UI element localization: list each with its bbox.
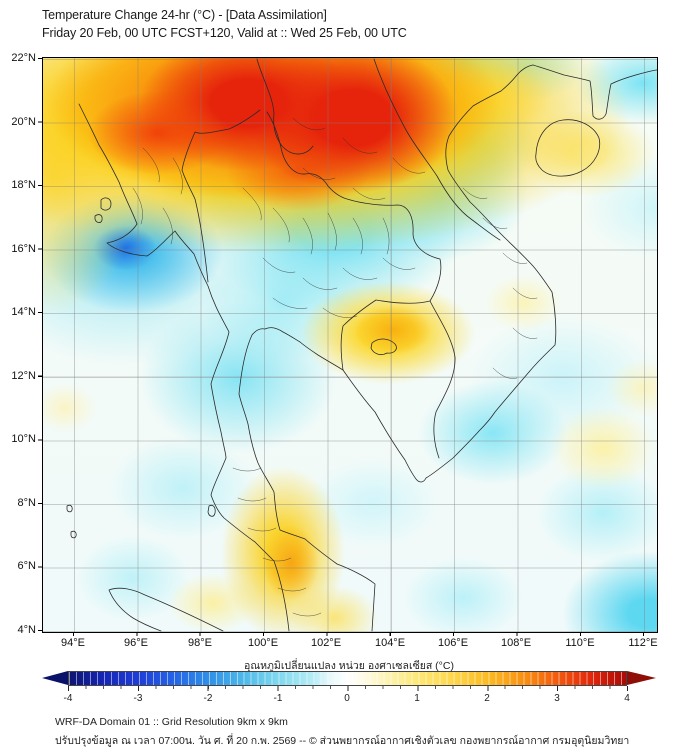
footer-update-info: ปรับปรุงข้อมูล ณ เวลา 07:00น. วัน ศ. ที่… xyxy=(55,735,630,747)
y-axis-label: 16°N xyxy=(11,243,36,255)
colorbar-tick-label: -3 xyxy=(133,693,143,704)
country-borders-layer xyxy=(66,58,657,632)
y-axis-label: 14°N xyxy=(11,306,36,318)
x-axis-label: 96°E xyxy=(124,637,148,649)
map-canvas xyxy=(42,57,658,633)
x-axis-label: 106°E xyxy=(437,637,469,649)
x-axis-label: 108°E xyxy=(500,637,532,649)
y-axis-label: 4°N xyxy=(17,624,36,636)
y-axis-label: 12°N xyxy=(11,370,36,382)
colorbar-tick-label: 0 xyxy=(344,693,350,704)
x-axis-label: 94°E xyxy=(61,637,85,649)
colorbar-gradient xyxy=(68,671,627,686)
colorbar-tick-label: -1 xyxy=(273,693,283,704)
x-axis-label: 104°E xyxy=(374,637,406,649)
x-axis-label: 112°E xyxy=(628,637,658,649)
page-title: Temperature Change 24-hr (°C) - [Data As… xyxy=(42,8,327,22)
colorbar-tick-label: 3 xyxy=(554,693,560,704)
colorbar-tick-label: 2 xyxy=(484,693,490,704)
colorbar: -4 -3 -2 -1 0 1 2 3 4 xyxy=(42,671,656,713)
footer-domain-info: WRF-DA Domain 01 :: Grid Resolution 9km … xyxy=(55,716,288,728)
y-axis-label: 22°N xyxy=(11,52,36,64)
y-axis-label: 10°N xyxy=(11,433,36,445)
y-axis-label: 18°N xyxy=(11,179,36,191)
colorbar-title: อุณหภูมิเปลี่ยนแปลง หน่วย องศาเซลเซียส (… xyxy=(244,660,454,672)
x-axis-ticks xyxy=(42,632,657,636)
x-axis-label: 110°E xyxy=(565,637,595,649)
colorbar-left-arrow xyxy=(42,671,68,685)
colorbar-tick-label: -4 xyxy=(63,693,73,704)
page-subtitle: Friday 20 Feb, 00 UTC FCST+120, Valid at… xyxy=(42,26,407,40)
x-axis-label: 98°E xyxy=(188,637,212,649)
y-axis-label: 20°N xyxy=(11,116,36,128)
y-axis-label: 8°N xyxy=(17,497,36,509)
colorbar-tick-label: 4 xyxy=(624,693,630,704)
y-axis-ticks xyxy=(38,57,42,632)
y-axis-label: 6°N xyxy=(17,560,36,572)
x-axis-label: 100°E xyxy=(247,637,279,649)
colorbar-tick-label: 1 xyxy=(414,693,420,704)
colorbar-major-ticks xyxy=(68,686,628,691)
colorbar-right-arrow xyxy=(627,671,656,685)
colorbar-tick-label: -2 xyxy=(203,693,213,704)
x-axis-label: 102°E xyxy=(310,637,342,649)
